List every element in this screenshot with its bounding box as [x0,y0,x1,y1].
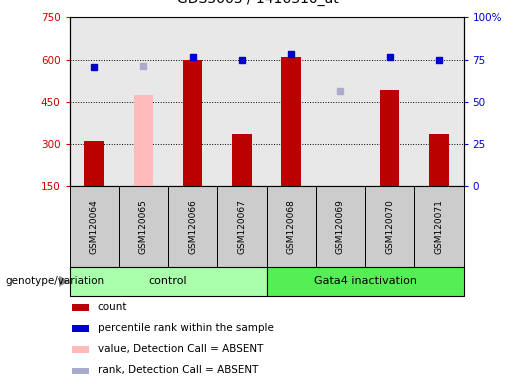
Text: GSM120064: GSM120064 [90,199,99,254]
Text: count: count [97,302,127,312]
Bar [232,134,252,186]
Text: GSM120070: GSM120070 [385,199,394,254]
Bar [365,186,414,267]
Text: control: control [149,276,187,286]
Polygon shape [59,276,68,287]
Text: GSM120068: GSM120068 [287,199,296,254]
Bar [70,267,267,296]
Text: percentile rank within the sample: percentile rank within the sample [97,323,273,333]
Bar [119,186,168,267]
Text: GSM120067: GSM120067 [237,199,246,254]
Text: GSM120065: GSM120065 [139,199,148,254]
Bar [267,267,464,296]
Bar [70,186,119,267]
Bar [84,141,104,186]
Text: GSM120066: GSM120066 [188,199,197,254]
Bar [267,186,316,267]
Text: genotype/variation: genotype/variation [5,276,104,286]
Bar [316,186,365,267]
Text: GSM120071: GSM120071 [434,199,443,254]
Text: Gata4 inactivation: Gata4 inactivation [314,276,417,286]
Bar [183,60,202,186]
Text: GSM120069: GSM120069 [336,199,345,254]
Bar [414,186,464,267]
Bar [72,367,89,374]
Bar [72,325,89,332]
Bar [281,57,301,186]
Bar [133,95,153,186]
Bar [72,304,89,311]
Bar [72,346,89,353]
Bar [217,186,267,267]
Text: rank, Detection Call = ABSENT: rank, Detection Call = ABSENT [97,365,258,375]
Bar [429,134,449,186]
Bar [380,91,400,186]
Text: GDS3663 / 1416310_at: GDS3663 / 1416310_at [177,0,338,6]
Text: value, Detection Call = ABSENT: value, Detection Call = ABSENT [97,344,263,354]
Bar [168,186,217,267]
